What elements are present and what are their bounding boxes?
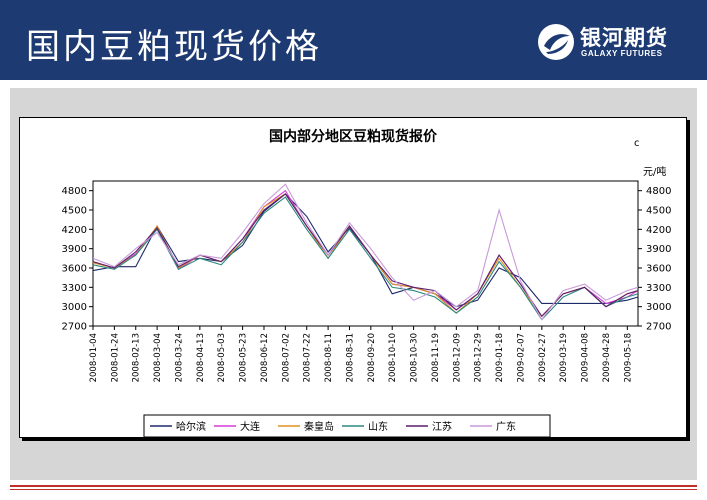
header-bar: 国内豆粕现货价格 银河期货 GALAXY FUTURES (0, 0, 707, 80)
y-tick-left-label: 3000 (62, 302, 87, 313)
series-group (92, 183, 639, 321)
y-tick-right-label: 4500 (646, 206, 671, 217)
y-tick-right-label: 3300 (646, 283, 671, 294)
x-tick-label: 2009-04-28 (602, 333, 612, 382)
chart-svg: 国内部分地区豆粕现货报价 c 元/吨 2700 3000 3300 3600 3900 4… (62, 128, 671, 437)
y-tick-left-label: 4200 (62, 225, 87, 236)
y-tick-right-label: 4800 (646, 186, 671, 197)
y-tick-right-label: 3000 (646, 302, 671, 313)
legend-items: 哈尔滨 大连 秦皇岛 山东 江苏 广东 (150, 420, 516, 433)
legend-label: 广东 (496, 420, 516, 433)
series-line-6 (92, 183, 639, 321)
x-tick-label: 2008-10-30 (410, 333, 420, 382)
y-tick-right-label: 2700 (646, 322, 671, 333)
left-axis: 2700 3000 3300 3600 3900 4200 4500 4800 (62, 186, 93, 333)
y-tick-left-label: 4800 (62, 186, 87, 197)
x-tick-label: 2008-08-11 (324, 333, 334, 382)
x-axis: 2008-01-04 2008-01-24 2008-02-13 2008-03-04… (89, 326, 633, 382)
x-tick-label: 2008-03-24 (174, 333, 184, 382)
x-tick-label: 2009-01-18 (495, 333, 505, 382)
chart-title: 国内部分地区豆粕现货报价 (269, 128, 438, 145)
right-axis: 2700 3000 3300 3600 3900 4200 4500 4800 (638, 186, 671, 333)
series-line-4 (92, 196, 639, 321)
legend-label: 哈尔滨 (176, 420, 206, 433)
chart-corner-mark: c (634, 138, 640, 149)
chart-frame: 国内部分地区豆粕现货报价 c 元/吨 2700 3000 3300 3600 3900 4… (19, 117, 687, 438)
bottom-rule (10, 485, 697, 487)
legend-label: 江苏 (432, 420, 452, 433)
x-tick-label: 2009-02-27 (538, 333, 548, 382)
x-tick-label: 2008-01-04 (89, 333, 99, 382)
logo-name-en: GALAXY FUTURES (581, 49, 663, 58)
y-tick-left-label: 3600 (62, 264, 87, 275)
y-tick-left-label: 4500 (62, 206, 87, 217)
x-tick-label: 2008-08-31 (345, 333, 355, 382)
x-tick-label: 2008-09-20 (367, 333, 377, 382)
x-tick-label: 2008-01-24 (110, 333, 120, 382)
bottom-rule-thin (10, 489, 697, 490)
x-tick-label: 2009-05-18 (623, 333, 633, 382)
x-tick-label: 2008-10-10 (388, 333, 398, 382)
x-tick-label: 2008-07-22 (303, 333, 313, 382)
x-tick-label: 2008-05-03 (217, 333, 227, 382)
y-tick-left-label: 2700 (62, 322, 87, 333)
logo-name-cn: 银河期货 (580, 26, 668, 50)
y-tick-left-label: 3900 (62, 244, 87, 255)
series-line-5 (92, 193, 639, 318)
x-tick-label: 2009-04-08 (581, 333, 591, 382)
x-tick-label: 2008-07-02 (281, 333, 291, 382)
x-tick-label: 2008-02-13 (132, 333, 142, 382)
x-tick-label: 2009-03-19 (559, 333, 569, 382)
x-tick-label: 2008-06-12 (260, 333, 270, 382)
x-tick-label: 2009-02-07 (516, 333, 526, 382)
series-line-2 (92, 189, 639, 318)
page-title: 国内豆粕现货价格 (26, 27, 322, 67)
legend-label: 秦皇岛 (304, 420, 334, 433)
legend: 哈尔滨 大连 秦皇岛 山东 江苏 广东 (143, 414, 551, 437)
company-logo: 银河期货 GALAXY FUTURES (536, 22, 696, 62)
y-tick-right-label: 3600 (646, 264, 671, 275)
x-tick-label: 2008-03-04 (153, 333, 163, 382)
x-tick-label: 2008-12-09 (452, 333, 462, 382)
plot-area (92, 180, 639, 327)
x-tick-label: 2008-11-19 (431, 333, 441, 382)
y-tick-right-label: 3900 (646, 244, 671, 255)
y-tick-right-label: 4200 (646, 225, 671, 236)
y-tick-left-label: 3300 (62, 283, 87, 294)
legend-label: 大连 (240, 420, 260, 433)
x-tick-label: 2008-04-13 (196, 333, 206, 382)
x-tick-label: 2008-12-29 (474, 333, 484, 382)
x-tick-label: 2008-05-23 (239, 333, 249, 382)
galaxy-logo-icon (538, 24, 574, 60)
legend-label: 山东 (368, 420, 388, 433)
y-unit-label: 元/吨 (643, 165, 666, 178)
